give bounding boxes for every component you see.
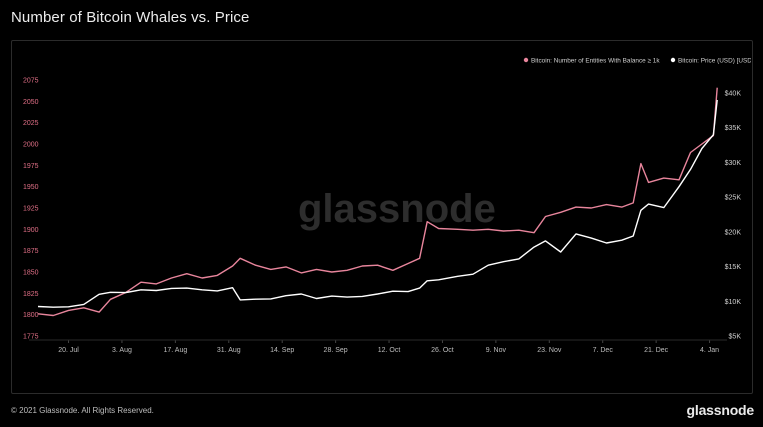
x-tick-label: 3. Aug — [112, 347, 132, 354]
legend-dot — [523, 57, 529, 63]
x-tick-label: 4. Jan — [700, 347, 719, 354]
left-tick-label: 2050 — [23, 99, 39, 106]
x-tick-label: 14. Sep — [270, 347, 294, 354]
right-tick-label: $20K — [725, 229, 742, 236]
legend-item-whales[interactable]: Bitcoin: Number of Entities With Balance… — [523, 57, 661, 65]
chart-title: Number of Bitcoin Whales vs. Price — [11, 9, 250, 26]
brand-logo[interactable]: glassnode — [686, 402, 755, 418]
left-tick-label: 1925 — [23, 206, 39, 213]
x-tick-label: 26. Oct — [431, 347, 454, 354]
chart-svg: glassnode Bitcoin: Number of Entities Wi… — [23, 57, 751, 355]
x-tick-label: 20. Jul — [58, 347, 79, 354]
x-tick-label: 17. Aug — [163, 347, 187, 354]
x-tick-label: 7. Dec — [593, 347, 614, 354]
left-tick-label: 1875 — [23, 248, 39, 255]
right-tick-label: $40K — [725, 91, 742, 98]
right-tick-label: $35K — [725, 125, 742, 132]
chart-panel — [11, 40, 753, 394]
legend-dot — [670, 57, 676, 63]
x-tick-label: 31. Aug — [217, 347, 241, 354]
right-tick-label: $30K — [725, 160, 742, 167]
right-tick-label: $25K — [725, 195, 742, 202]
right-tick-label: $15K — [725, 264, 742, 271]
left-tick-label: 1825 — [23, 291, 39, 298]
left-tick-label: 1775 — [23, 334, 39, 341]
left-axis: 1775 1800 1825 1850 1875 1900 1925 1950 1975 2000… — [23, 78, 39, 341]
price-line[interactable] — [37, 99, 718, 308]
left-tick-label: 2000 — [23, 142, 39, 149]
left-tick-label: 2075 — [23, 78, 39, 85]
x-tick-label: 28. Sep — [324, 347, 348, 354]
x-tick-label: 9. Nov — [486, 347, 507, 354]
right-axis: $5K $10K $15K $20K $25K $30K $35K $40K — [725, 91, 742, 341]
right-tick-label: $10K — [725, 299, 742, 306]
legend-item-price[interactable]: Bitcoin: Price (USD) [USD] — [670, 57, 751, 65]
left-tick-label: 1900 — [23, 227, 39, 234]
right-tick-label: $5K — [729, 334, 742, 341]
whales-line[interactable] — [37, 87, 718, 317]
x-axis: 20. Jul 3. Aug 17. Aug 31. Aug 14. Sep 28. Se… — [29, 339, 727, 354]
left-tick-label: 2025 — [23, 120, 39, 127]
left-tick-label: 1950 — [23, 184, 39, 191]
legend: Bitcoin: Number of Entities With Balance… — [523, 57, 751, 65]
series-group — [37, 87, 718, 317]
left-tick-label: 1850 — [23, 270, 39, 277]
watermark: glassnode — [298, 187, 496, 231]
x-tick-label: 21. Dec — [644, 347, 669, 354]
x-tick-label: 12. Oct — [378, 347, 401, 354]
x-tick-label: 23. Nov — [537, 347, 562, 354]
left-tick-label: 1800 — [23, 312, 39, 319]
left-tick-label: 1975 — [23, 163, 39, 170]
legend-label: Bitcoin: Price (USD) [USD] — [678, 58, 751, 65]
copyright-text: © 2021 Glassnode. All Rights Reserved. — [11, 406, 154, 415]
legend-label: Bitcoin: Number of Entities With Balance… — [531, 58, 660, 65]
